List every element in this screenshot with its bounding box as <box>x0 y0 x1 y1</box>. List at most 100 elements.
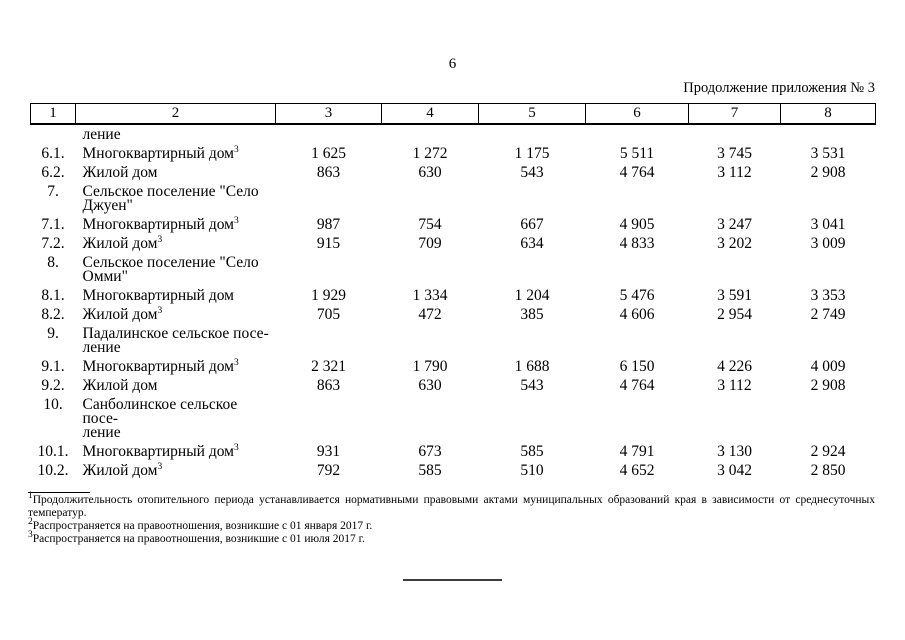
row-number: 10.2. <box>37 461 69 479</box>
table-row: 9.1. Многоквартирный дом3 2 321 1 790 1 688 6… <box>31 357 876 376</box>
footnote-2: 2Распространяется на правоотношения, воз… <box>28 517 875 533</box>
row-number: 8.1. <box>41 286 65 304</box>
cell-value: 1 929 <box>311 286 346 304</box>
row-name: Жилой дом3 <box>76 461 276 480</box>
cell-value: 6 150 <box>619 357 655 375</box>
table-header-row: 1 2 3 4 5 6 7 8 <box>30 103 876 125</box>
cell-value <box>586 182 689 215</box>
footnote-2-marker: 2 <box>28 517 33 528</box>
cell-value <box>479 324 586 357</box>
footnote-marker: 3 <box>233 442 239 453</box>
cell-value <box>781 395 876 442</box>
footnote-3: 3Распространяется на правоотношения, воз… <box>28 530 875 546</box>
footnote-separator <box>28 492 90 493</box>
cell-value: 1 334 <box>412 286 448 304</box>
table-body: ление 6.1. Многоквартирный дом3 1 625 1 272 1… <box>31 124 876 480</box>
table-row: 8. Сельское поселение "Село Омми" <box>31 253 876 286</box>
cell-value: 3 042 <box>717 461 752 479</box>
continuation-label: Продолжение приложения № 3 <box>683 80 875 96</box>
cell-value <box>586 324 689 357</box>
cell-value <box>586 395 689 442</box>
cell-value: 1 790 <box>412 357 448 375</box>
cell-value: 5 476 <box>619 286 655 304</box>
cell-value <box>689 253 781 286</box>
footnote-1-text: Продолжительность отопительного периода … <box>28 494 875 519</box>
cell-value <box>276 182 382 215</box>
cell-value <box>689 124 781 144</box>
data-table: 1 2 3 4 5 6 7 8 ление 6.1. Многоквартирный… <box>30 103 876 480</box>
table-row: 8.1. Многоквартирный дом 1 929 1 334 1 204 5 … <box>31 286 876 305</box>
row-name-text: Сельское поселение "Село Омми" <box>82 253 259 285</box>
table-row: 9. Падалинское сельское посе- ление <box>31 324 876 357</box>
cell-value: 4 764 <box>619 163 655 181</box>
cell-value <box>689 182 781 215</box>
row-name-text: Многоквартирный дом <box>82 442 234 460</box>
cell-value: 667 <box>520 215 544 233</box>
cell-value: 1 625 <box>311 144 346 162</box>
table-row: 6.2. Жилой дом 863 630 543 4 764 3 112 2 908 <box>31 163 876 182</box>
row-number: 9.1. <box>41 357 65 375</box>
cell-value <box>689 395 781 442</box>
table-row: 7.2. Жилой дом3 915 709 634 4 833 3 202 3 009 <box>31 234 876 253</box>
cell-value: 3 591 <box>717 286 752 304</box>
cell-value: 3 202 <box>717 234 752 252</box>
cell-value: 3 112 <box>717 376 752 394</box>
footnote-marker: 3 <box>157 234 163 245</box>
column-header-6: 6 <box>585 103 689 125</box>
row-number: 7.2. <box>41 234 65 252</box>
cell-value: 4 606 <box>619 305 655 323</box>
cell-value: 2 954 <box>717 305 752 323</box>
row-name: Многоквартирный дом3 <box>76 144 276 163</box>
cell-value: 543 <box>520 376 544 394</box>
cell-value: 630 <box>418 163 442 181</box>
footnote-marker: 3 <box>233 215 239 226</box>
cell-value: 1 204 <box>514 286 550 304</box>
column-header-4: 4 <box>381 103 479 125</box>
cell-value: 2 850 <box>810 461 846 479</box>
row-name: ление <box>76 124 276 144</box>
row-name-text: Многоквартирный дом <box>82 215 234 233</box>
cell-value: 4 764 <box>619 376 655 394</box>
cell-value: 1 688 <box>514 357 550 375</box>
table-row: 7. Сельское поселение "Село Джуен" <box>31 182 876 215</box>
row-name: Многоквартирный дом3 <box>76 357 276 376</box>
row-name-text: Жилой дом <box>82 234 158 252</box>
cell-value <box>276 253 382 286</box>
footnote-3-marker: 3 <box>28 530 33 541</box>
cell-value: 472 <box>418 305 442 323</box>
row-name-text: Жилой дом <box>82 163 158 181</box>
cell-value <box>479 124 586 144</box>
row-name: Санболинское сельское посе- ление <box>76 395 276 442</box>
column-header-2: 2 <box>75 103 276 125</box>
cell-value <box>479 182 586 215</box>
cell-value: 543 <box>520 163 544 181</box>
row-name-text: Жилой дом <box>82 376 158 394</box>
row-name: Жилой дом3 <box>76 234 276 253</box>
row-number: 7. <box>47 182 59 200</box>
column-header-3: 3 <box>275 103 382 125</box>
cell-value <box>382 324 479 357</box>
cell-value: 1 175 <box>514 144 550 162</box>
page-number: 6 <box>448 56 457 72</box>
cell-value: 754 <box>418 215 442 233</box>
cell-value: 510 <box>520 461 544 479</box>
row-name-text: Жилой дом <box>82 305 158 323</box>
cell-value: 4 009 <box>810 357 846 375</box>
column-header-1: 1 <box>30 103 76 125</box>
row-name-text: ление <box>82 125 121 143</box>
cell-value: 4 652 <box>619 461 655 479</box>
column-header-7: 7 <box>688 103 781 125</box>
cell-value: 2 321 <box>311 357 346 375</box>
cell-value: 4 791 <box>619 442 655 460</box>
cell-value: 863 <box>316 376 341 394</box>
cell-value: 2 749 <box>810 305 846 323</box>
footnote-marker: 3 <box>233 144 239 155</box>
cell-value: 3 041 <box>810 215 846 233</box>
cell-value <box>781 124 876 144</box>
table-row: 8.2. Жилой дом3 705 472 385 4 606 2 954 2 749 <box>31 305 876 324</box>
row-name: Падалинское сельское посе- ление <box>76 324 276 357</box>
cell-value: 2 924 <box>810 442 846 460</box>
cell-value: 585 <box>418 461 442 479</box>
row-number <box>31 124 76 144</box>
cell-value: 585 <box>520 442 544 460</box>
